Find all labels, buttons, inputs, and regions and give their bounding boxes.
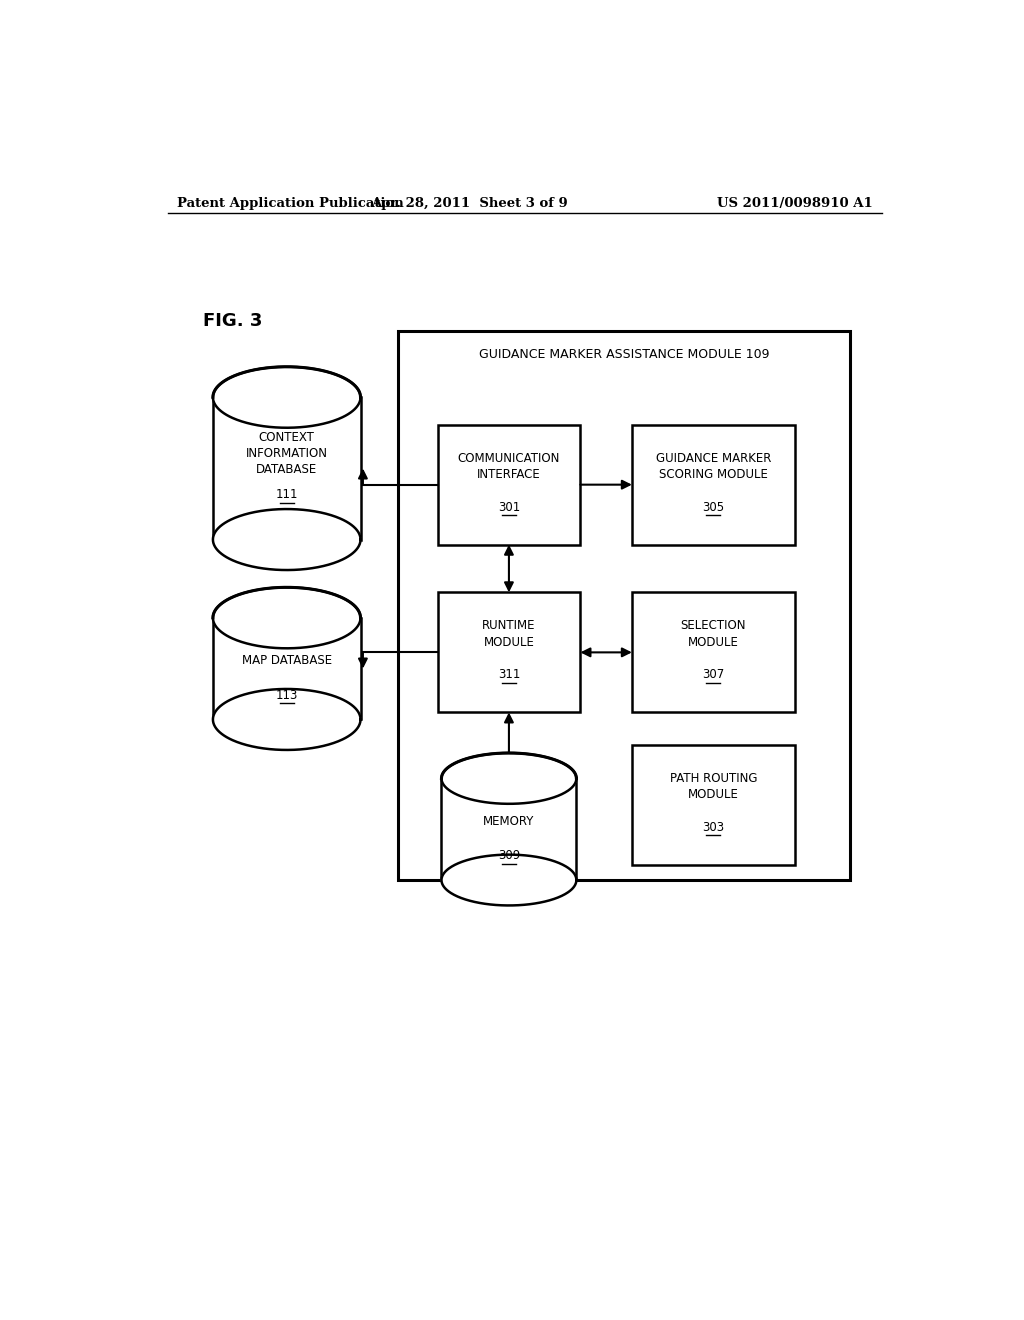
Text: GUIDANCE MARKER ASSISTANCE MODULE 109: GUIDANCE MARKER ASSISTANCE MODULE 109 [479,348,769,362]
Bar [437,593,581,713]
Text: 311: 311 [498,668,520,681]
Text: 113: 113 [275,689,298,701]
Text: COMMUNICATION
INTERFACE: COMMUNICATION INTERFACE [458,451,560,480]
Bar [632,425,795,545]
Text: US 2011/0098910 A1: US 2011/0098910 A1 [717,197,872,210]
Bar [632,744,795,865]
Text: 307: 307 [702,668,724,681]
Polygon shape [213,587,360,648]
Polygon shape [213,367,360,428]
Text: Apr. 28, 2011  Sheet 3 of 9: Apr. 28, 2011 Sheet 3 of 9 [371,197,567,210]
Bar [437,425,581,545]
Bar [441,779,577,880]
Text: 301: 301 [498,500,520,513]
Text: 111: 111 [275,488,298,502]
Bar [632,593,795,713]
Text: SELECTION
MODULE: SELECTION MODULE [681,619,746,649]
Text: 303: 303 [702,821,724,834]
Text: MAP DATABASE: MAP DATABASE [242,653,332,667]
Text: 309: 309 [498,849,520,862]
Text: RUNTIME
MODULE: RUNTIME MODULE [482,619,536,649]
Bar [213,397,360,540]
Polygon shape [213,689,360,750]
Polygon shape [441,752,577,804]
Polygon shape [441,854,577,906]
Text: 305: 305 [702,500,724,513]
Bar [397,331,850,880]
Bar [213,618,360,719]
Text: GUIDANCE MARKER
SCORING MODULE: GUIDANCE MARKER SCORING MODULE [655,451,771,480]
Polygon shape [213,510,360,570]
Text: PATH ROUTING
MODULE: PATH ROUTING MODULE [670,772,757,801]
Text: CONTEXT
INFORMATION
DATABASE: CONTEXT INFORMATION DATABASE [246,430,328,475]
Text: MEMORY: MEMORY [483,814,535,828]
Text: FIG. 3: FIG. 3 [204,312,263,330]
Text: Patent Application Publication: Patent Application Publication [177,197,403,210]
